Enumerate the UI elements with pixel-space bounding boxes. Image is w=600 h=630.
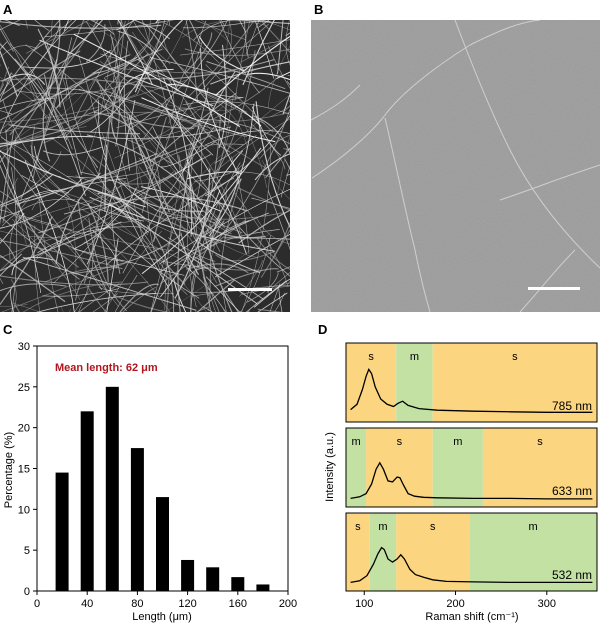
histogram-y-label: Percentage (%) [3,432,15,508]
y-tick-label: 25 [18,382,30,394]
histogram-bar [130,448,144,591]
raman-x-ticks: 100 200 300 [355,591,556,610]
histogram-y-ticks: 0 5 10 15 20 25 30 [18,341,37,598]
histogram-bar [55,472,69,591]
x-tick-label: 40 [81,598,93,610]
region-band [396,513,470,591]
region-band [432,343,597,422]
panel-label-d: D [318,322,328,337]
mean-length-annotation: Mean length: 62 μm [55,362,158,374]
region-band [346,343,397,422]
subpanel-frame [345,342,598,423]
histogram-bar [181,559,195,591]
histogram-bars [55,386,270,591]
y-tick-label: 20 [18,423,30,435]
x-tick-label: 160 [229,598,247,610]
region-band [432,428,483,507]
region-label: m [351,436,360,448]
raman-subpanels: s m s 785 nm m s m s 633 nm s m s m 532 nm [345,342,598,592]
histogram-bar [80,411,94,591]
region-label: m [529,521,538,533]
panel-label-b: B [314,2,324,17]
histogram-bar [156,497,169,591]
raman-spectrum-line [350,546,593,584]
region-label: s [368,351,374,363]
histogram-x-ticks: 0 40 80 120 160 200 [34,591,297,610]
raman-subpanel: s m s m 532 nm [345,512,598,592]
raman-spectrum-line [350,368,593,413]
x-tick-label: 80 [131,598,143,610]
y-tick-label: 0 [24,586,30,598]
region-band [469,513,597,591]
raman-subpanel: m s m s 633 nm [345,427,598,508]
region-label: s [512,351,518,363]
panel-label-c: C [3,322,13,337]
region-label: m [378,521,387,533]
y-tick-label: 10 [18,504,30,516]
wavelength-label: 532 nm [552,568,592,582]
panel-label-a: A [3,2,13,17]
raman-x-label: Raman shift (cm⁻¹) [425,611,518,623]
x-tick-label: 300 [538,598,556,610]
histogram-bar [231,577,245,591]
wavelength-label: 785 nm [552,399,592,413]
x-tick-label: 0 [34,598,40,610]
region-label: m [453,436,462,448]
region-band [346,513,370,591]
region-label: s [397,436,403,448]
region-band [369,513,397,591]
raman-subpanel: s m s 785 nm [345,342,598,423]
region-band [482,428,597,507]
region-label: s [355,521,361,533]
region-label: s [537,436,543,448]
histogram-bar [206,567,220,591]
raman-y-label: Intensity (a.u.) [324,432,336,502]
raman-spectrum-line [350,461,593,500]
region-label: m [410,351,419,363]
region-band [346,428,367,507]
histogram-bar [256,584,270,591]
y-tick-label: 15 [18,464,30,476]
wavelength-label: 633 nm [552,484,592,498]
histogram-frame [36,345,289,592]
x-tick-label: 200 [446,598,464,610]
histogram-bar [105,386,119,591]
y-tick-label: 30 [18,341,30,353]
histogram-x-label: Length (μm) [132,611,192,623]
subpanel-frame [345,427,598,508]
subpanel-frame [345,512,598,592]
y-tick-label: 5 [24,545,30,557]
x-tick-label: 120 [178,598,196,610]
x-tick-label: 100 [355,598,373,610]
x-tick-label: 200 [279,598,297,610]
region-label: s [430,521,436,533]
